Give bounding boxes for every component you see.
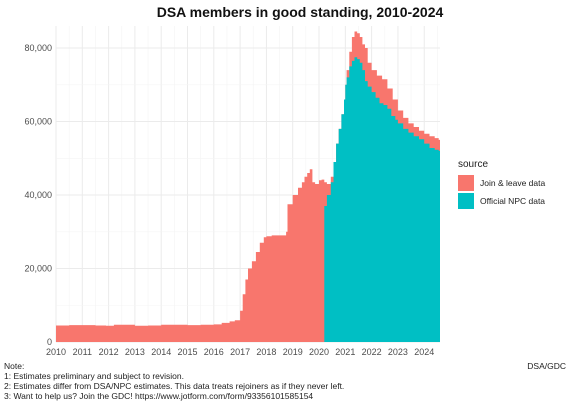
x-tick-label: 2012	[99, 347, 119, 357]
legend-title: source	[458, 159, 488, 170]
y-tick-label: 60,000	[24, 117, 52, 127]
x-tick-label: 2020	[309, 347, 329, 357]
x-tick-label: 2024	[414, 347, 434, 357]
y-tick-label: 40,000	[24, 190, 52, 200]
y-tick-label: 0	[47, 337, 52, 347]
x-tick-label: 2011	[73, 347, 92, 357]
y-axis-tick-labels: 0 20,000 40,000 60,000 80,000	[24, 43, 52, 347]
x-tick-label: 2014	[151, 347, 171, 357]
y-tick-label: 80,000	[24, 43, 52, 53]
x-tick-label: 2021	[335, 347, 355, 357]
x-tick-label: 2019	[283, 347, 303, 357]
note-line-2: 2: Estimates differ from DSA/NPC estimat…	[4, 381, 344, 391]
y-tick-label: 20,000	[24, 264, 52, 274]
x-tick-label: 2016	[204, 347, 224, 357]
x-tick-label: 2023	[388, 347, 408, 357]
legend: source Join & leave data Official NPC da…	[458, 159, 545, 209]
note-line-3: 3: Want to help us? Join the GDC! https:…	[4, 391, 313, 401]
source-credit: DSA/GDC	[527, 361, 566, 371]
note-line-1: 1: Estimates preliminary and subject to …	[4, 371, 184, 381]
plot-areas	[56, 31, 440, 342]
x-tick-label: 2013	[125, 347, 145, 357]
x-tick-label: 2017	[230, 347, 250, 357]
x-tick-label: 2018	[256, 347, 276, 357]
chart-title: DSA members in good standing, 2010-2024	[157, 4, 444, 20]
legend-label-join-leave: Join & leave data	[480, 178, 545, 188]
caption-notes: Note: 1: Estimates preliminary and subje…	[4, 361, 344, 401]
legend-swatch-official-npc	[458, 193, 474, 209]
series-area-official-npc	[324, 57, 440, 342]
x-tick-label: 2010	[46, 347, 66, 357]
x-axis-tick-labels: 2010 2011 2012 2013 2014 2015 2016 2017 2018 2019…	[46, 347, 434, 357]
x-tick-label: 2015	[177, 347, 197, 357]
legend-label-official-npc: Official NPC data	[480, 196, 545, 206]
legend-swatch-join-leave	[458, 175, 474, 191]
x-tick-label: 2022	[362, 347, 382, 357]
note-heading: Note:	[4, 361, 24, 371]
